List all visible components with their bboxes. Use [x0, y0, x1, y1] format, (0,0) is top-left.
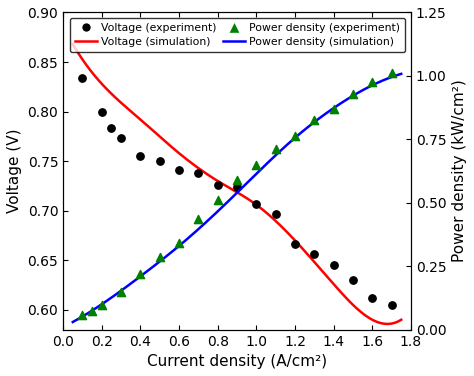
- Point: [98, 302, 106, 308]
- Point: [368, 79, 376, 85]
- Point: [291, 241, 299, 247]
- Point: [233, 184, 241, 190]
- Point: [156, 158, 164, 164]
- Point: [349, 277, 357, 283]
- Point: [79, 75, 86, 81]
- Point: [175, 167, 183, 173]
- Point: [349, 91, 357, 97]
- Point: [117, 289, 125, 295]
- Point: [137, 271, 144, 277]
- Point: [108, 126, 115, 132]
- Y-axis label: Power density (kW/cm²): Power density (kW/cm²): [452, 80, 467, 262]
- Point: [388, 302, 395, 308]
- Point: [214, 182, 221, 188]
- Point: [194, 216, 202, 222]
- Point: [194, 170, 202, 176]
- Point: [117, 135, 125, 141]
- X-axis label: Current density (A/cm²): Current density (A/cm²): [147, 354, 327, 369]
- Legend: Voltage (experiment), Voltage (simulation), Power density (experiment), Power de: Voltage (experiment), Voltage (simulatio…: [70, 18, 405, 52]
- Point: [388, 70, 395, 76]
- Point: [175, 240, 183, 246]
- Point: [291, 132, 299, 138]
- Point: [272, 211, 280, 217]
- Point: [253, 201, 260, 207]
- Point: [137, 153, 144, 159]
- Point: [156, 254, 164, 260]
- Point: [272, 146, 280, 152]
- Y-axis label: Voltage (V): Voltage (V): [7, 129, 22, 213]
- Point: [214, 197, 221, 203]
- Point: [310, 251, 318, 257]
- Point: [253, 162, 260, 168]
- Point: [330, 106, 337, 112]
- Point: [98, 109, 106, 115]
- Point: [310, 117, 318, 123]
- Point: [88, 308, 96, 314]
- Point: [330, 262, 337, 268]
- Point: [233, 177, 241, 183]
- Point: [368, 295, 376, 301]
- Point: [79, 312, 86, 318]
